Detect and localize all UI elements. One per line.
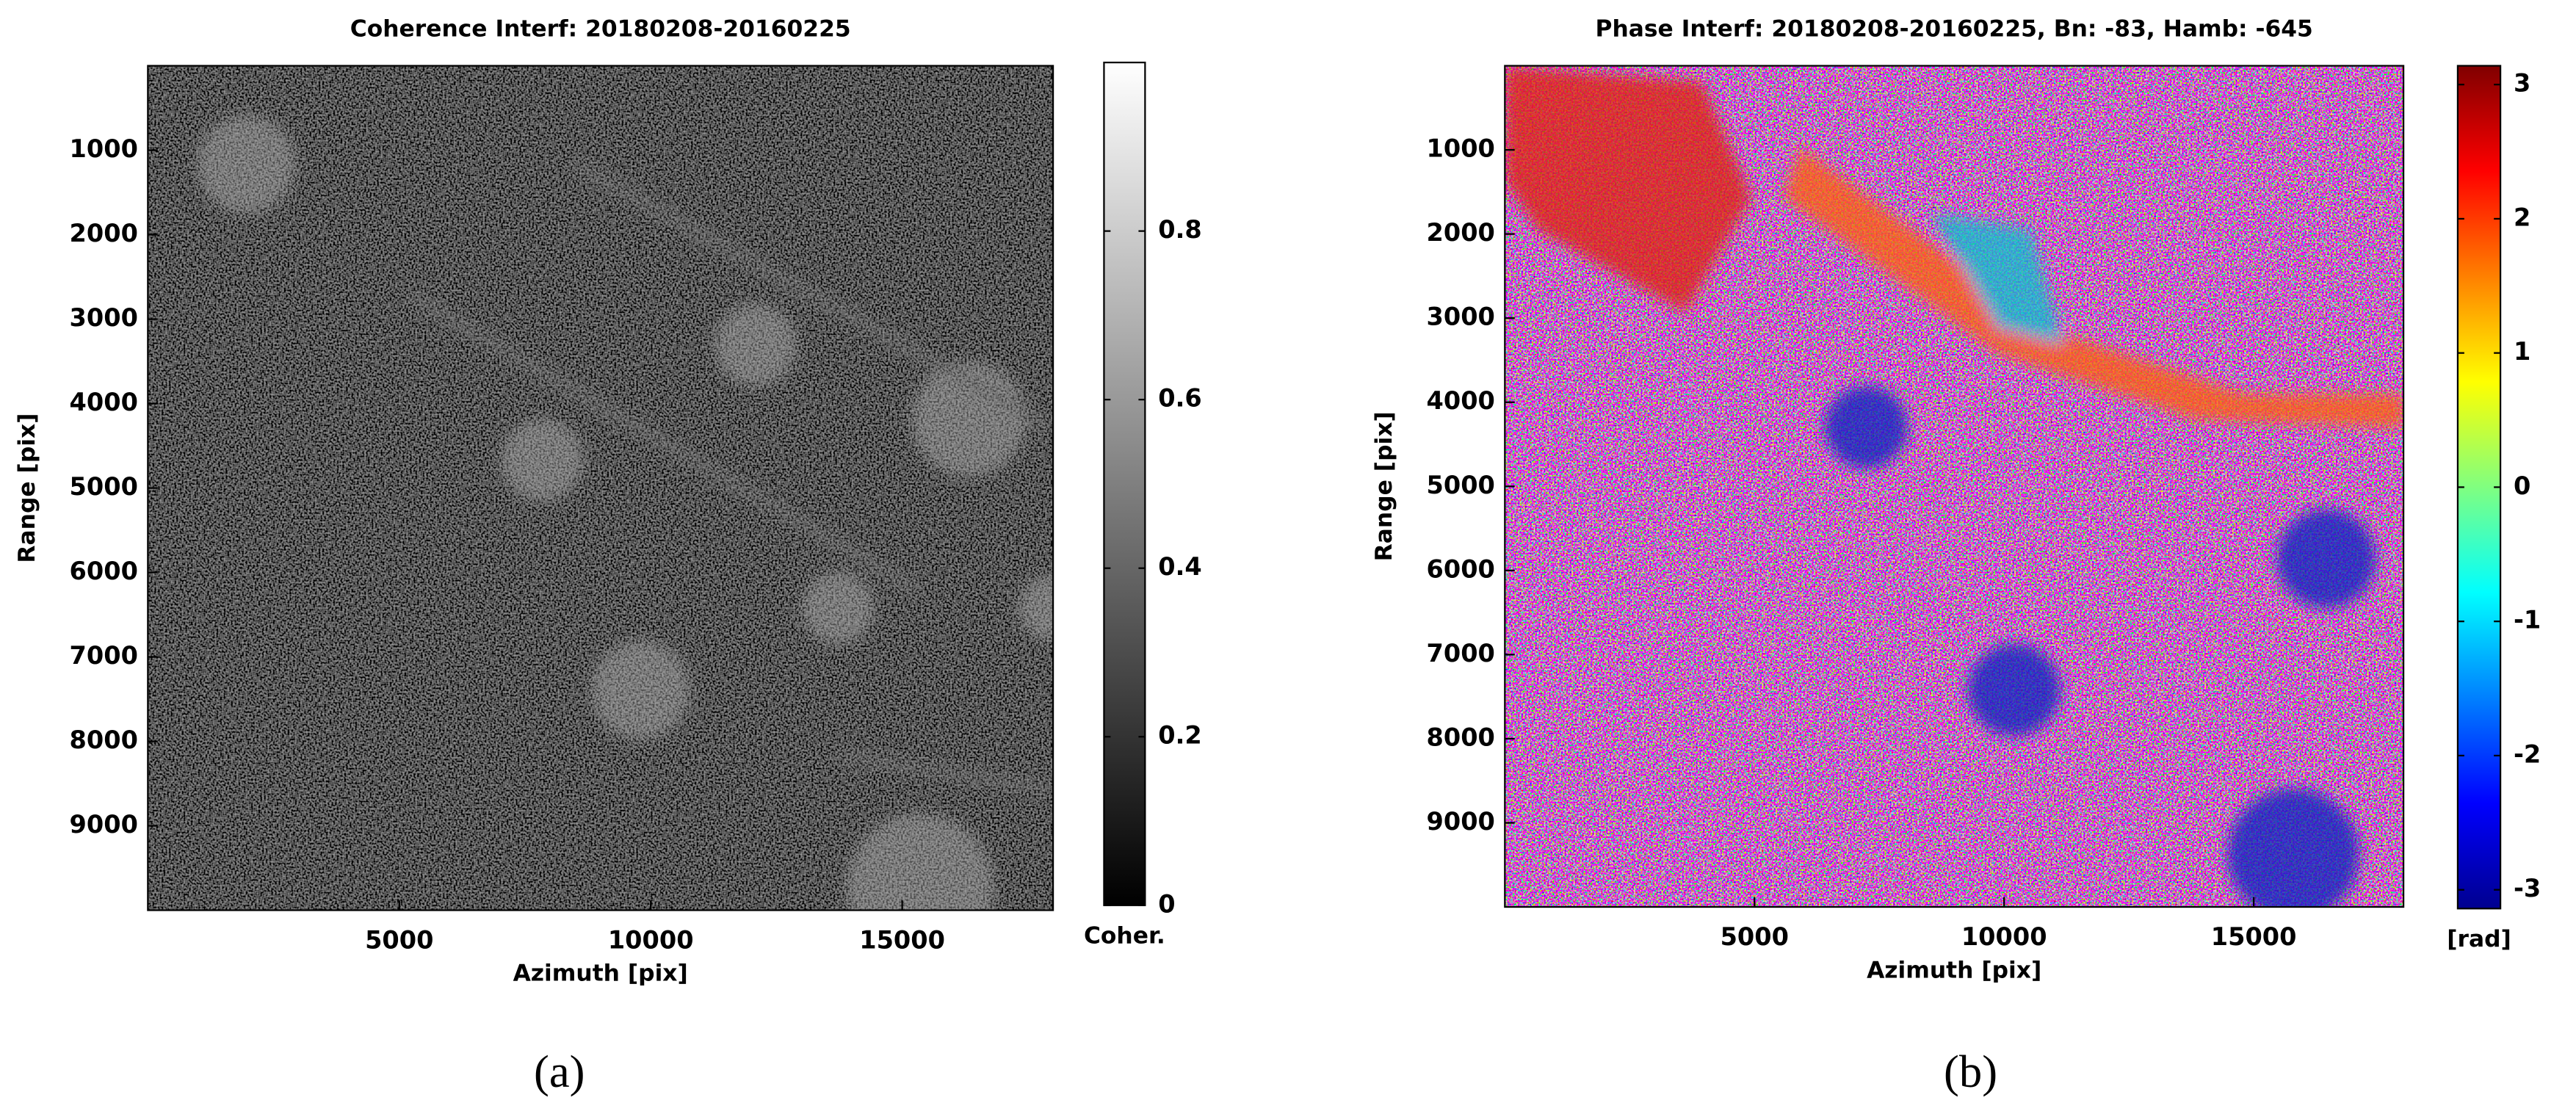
y-tick-label: 2000 xyxy=(70,219,138,247)
y-tick-label: 1000 xyxy=(70,134,138,163)
x-tick-label: 10000 xyxy=(1961,922,2047,951)
feature xyxy=(1784,148,2404,427)
feature xyxy=(501,419,584,502)
y-tick-label: 7000 xyxy=(1427,639,1495,668)
colorbar-tick-label: 0.2 xyxy=(1158,721,1201,750)
y-tick-label: 8000 xyxy=(1427,723,1495,751)
colorbar xyxy=(1103,61,1146,906)
colorbar-tick-label: 2 xyxy=(2514,203,2530,231)
feature xyxy=(1825,386,1908,469)
y-tick-label: 8000 xyxy=(70,726,138,754)
colorbar-label: [rad] xyxy=(2447,926,2511,952)
feature xyxy=(1968,644,2061,737)
feature xyxy=(408,159,1054,794)
x-tick-label: 5000 xyxy=(365,926,433,955)
y-tick-label: 5000 xyxy=(70,472,138,501)
colorbar-tick-label: 0 xyxy=(1158,889,1175,918)
x-axis-label: Azimuth [pix] xyxy=(513,961,688,987)
y-tick-label: 3000 xyxy=(70,303,138,332)
feature xyxy=(197,115,296,214)
chart-title: Coherence Interf: 20180208-20160225 xyxy=(350,15,851,42)
colorbar-tick-label: 1 xyxy=(2514,337,2530,366)
colorbar-tick-label: 0.4 xyxy=(1158,552,1201,581)
colorbar-tick-label: -3 xyxy=(2514,874,2541,903)
image-features xyxy=(197,115,1054,911)
colorbar-tick-label: 3 xyxy=(2514,69,2530,98)
colorbar-tick-label: 0.8 xyxy=(1158,215,1201,244)
x-tick-label: 10000 xyxy=(608,926,694,955)
colorbar-tick-label: -2 xyxy=(2514,739,2541,768)
y-tick-label: 2000 xyxy=(1427,218,1495,247)
panels: Coherence Interf: 20180208-20160225 5000 1… xyxy=(14,15,2541,1097)
image-raster xyxy=(1505,65,2404,908)
y-tick-label: 5000 xyxy=(1427,471,1495,499)
feature xyxy=(1019,575,1054,641)
y-tick-label: 6000 xyxy=(70,557,138,585)
y-axis-label: Range [pix] xyxy=(14,413,40,563)
y-tick-label: 9000 xyxy=(70,810,138,839)
y-tick-label: 3000 xyxy=(1427,303,1495,331)
x-tick-label: 15000 xyxy=(2211,922,2297,951)
feature xyxy=(911,361,1027,477)
feature xyxy=(714,303,797,386)
feature xyxy=(1505,65,1751,313)
y-axis-label: Range [pix] xyxy=(1371,411,1397,561)
feature xyxy=(846,813,994,911)
feature xyxy=(1932,213,2063,345)
y-tick-label: 6000 xyxy=(1427,554,1495,583)
chart-title: Phase Interf: 20180208-20160225, Bn: -83… xyxy=(1596,15,2313,42)
feature xyxy=(801,571,875,645)
panel-label: (a) xyxy=(534,1046,585,1097)
y-tick-label: 9000 xyxy=(1427,807,1495,836)
y-tick-label: 4000 xyxy=(1427,386,1495,415)
colorbar-tick-label: 0.6 xyxy=(1158,384,1201,413)
colorbar-tick-label: 0 xyxy=(2514,471,2530,500)
feature xyxy=(2276,509,2376,608)
image-raster xyxy=(148,65,1054,911)
panel-label: (b) xyxy=(1944,1046,1997,1097)
x-axis-label: Azimuth [pix] xyxy=(1867,957,2041,983)
feature xyxy=(2227,788,2359,908)
y-tick-label: 4000 xyxy=(70,388,138,416)
colorbar-label: Coher. xyxy=(1084,922,1165,949)
image-features xyxy=(1505,65,2404,908)
panel: Coherence Interf: 20180208-20160225 5000 1… xyxy=(14,15,1202,1097)
feature xyxy=(591,640,690,739)
panel: Phase Interf: 20180208-20160225, Bn: -83… xyxy=(1371,15,2541,1097)
x-tick-label: 15000 xyxy=(859,926,945,955)
y-tick-label: 7000 xyxy=(70,641,138,670)
y-tick-label: 1000 xyxy=(1427,134,1495,163)
colorbar-tick-label: -1 xyxy=(2514,606,2541,634)
x-tick-label: 5000 xyxy=(1721,922,1789,951)
